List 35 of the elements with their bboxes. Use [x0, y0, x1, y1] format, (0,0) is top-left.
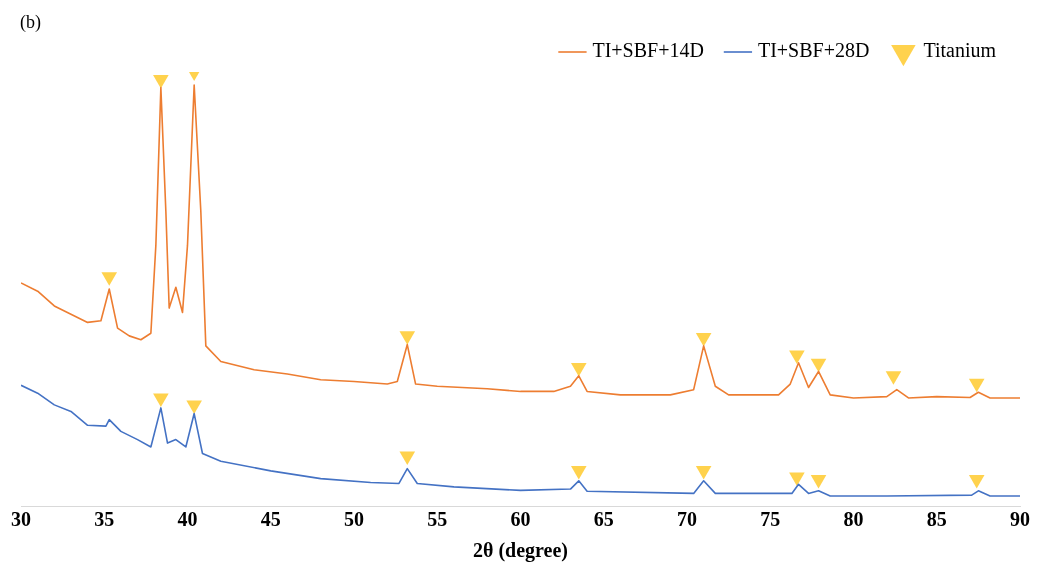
- x-tick-label: 75: [760, 508, 781, 531]
- point: [885, 371, 902, 385]
- point: [695, 465, 712, 480]
- x-tick-label: 40: [177, 508, 198, 531]
- point: [968, 378, 985, 393]
- point: [789, 350, 805, 364]
- x-tick-label: 80: [843, 508, 864, 531]
- x-tick-label: 35: [94, 508, 115, 531]
- point: [153, 74, 169, 89]
- point: [968, 475, 985, 489]
- x-tick-label: 65: [593, 508, 614, 531]
- legend-label: TI+SBF+28D: [757, 39, 870, 62]
- x-axis-title: 2θ (degree): [472, 539, 569, 563]
- point: [399, 331, 416, 345]
- point: [570, 363, 587, 377]
- point: [810, 358, 827, 373]
- point: [789, 472, 805, 486]
- point: [695, 333, 712, 347]
- x-tick-label: 90: [1010, 508, 1030, 531]
- legend-label: TI+SBF+14D: [592, 39, 704, 62]
- point: [810, 475, 827, 489]
- x-tick-label: 50: [344, 508, 364, 531]
- point: [399, 451, 416, 466]
- point: [153, 393, 169, 407]
- x-tick-label: 60: [510, 508, 531, 531]
- x-tick-label: 85: [926, 508, 947, 531]
- x-tick-label: 30: [11, 508, 31, 531]
- text: (b): [20, 11, 41, 33]
- point: [570, 465, 587, 480]
- x-tick-label: 55: [427, 508, 448, 531]
- x-tick-label: 45: [260, 508, 281, 531]
- x-tick-label: 70: [677, 508, 697, 531]
- point: [101, 272, 118, 286]
- legend-label: Titanium: [923, 39, 997, 62]
- point: [186, 400, 202, 414]
